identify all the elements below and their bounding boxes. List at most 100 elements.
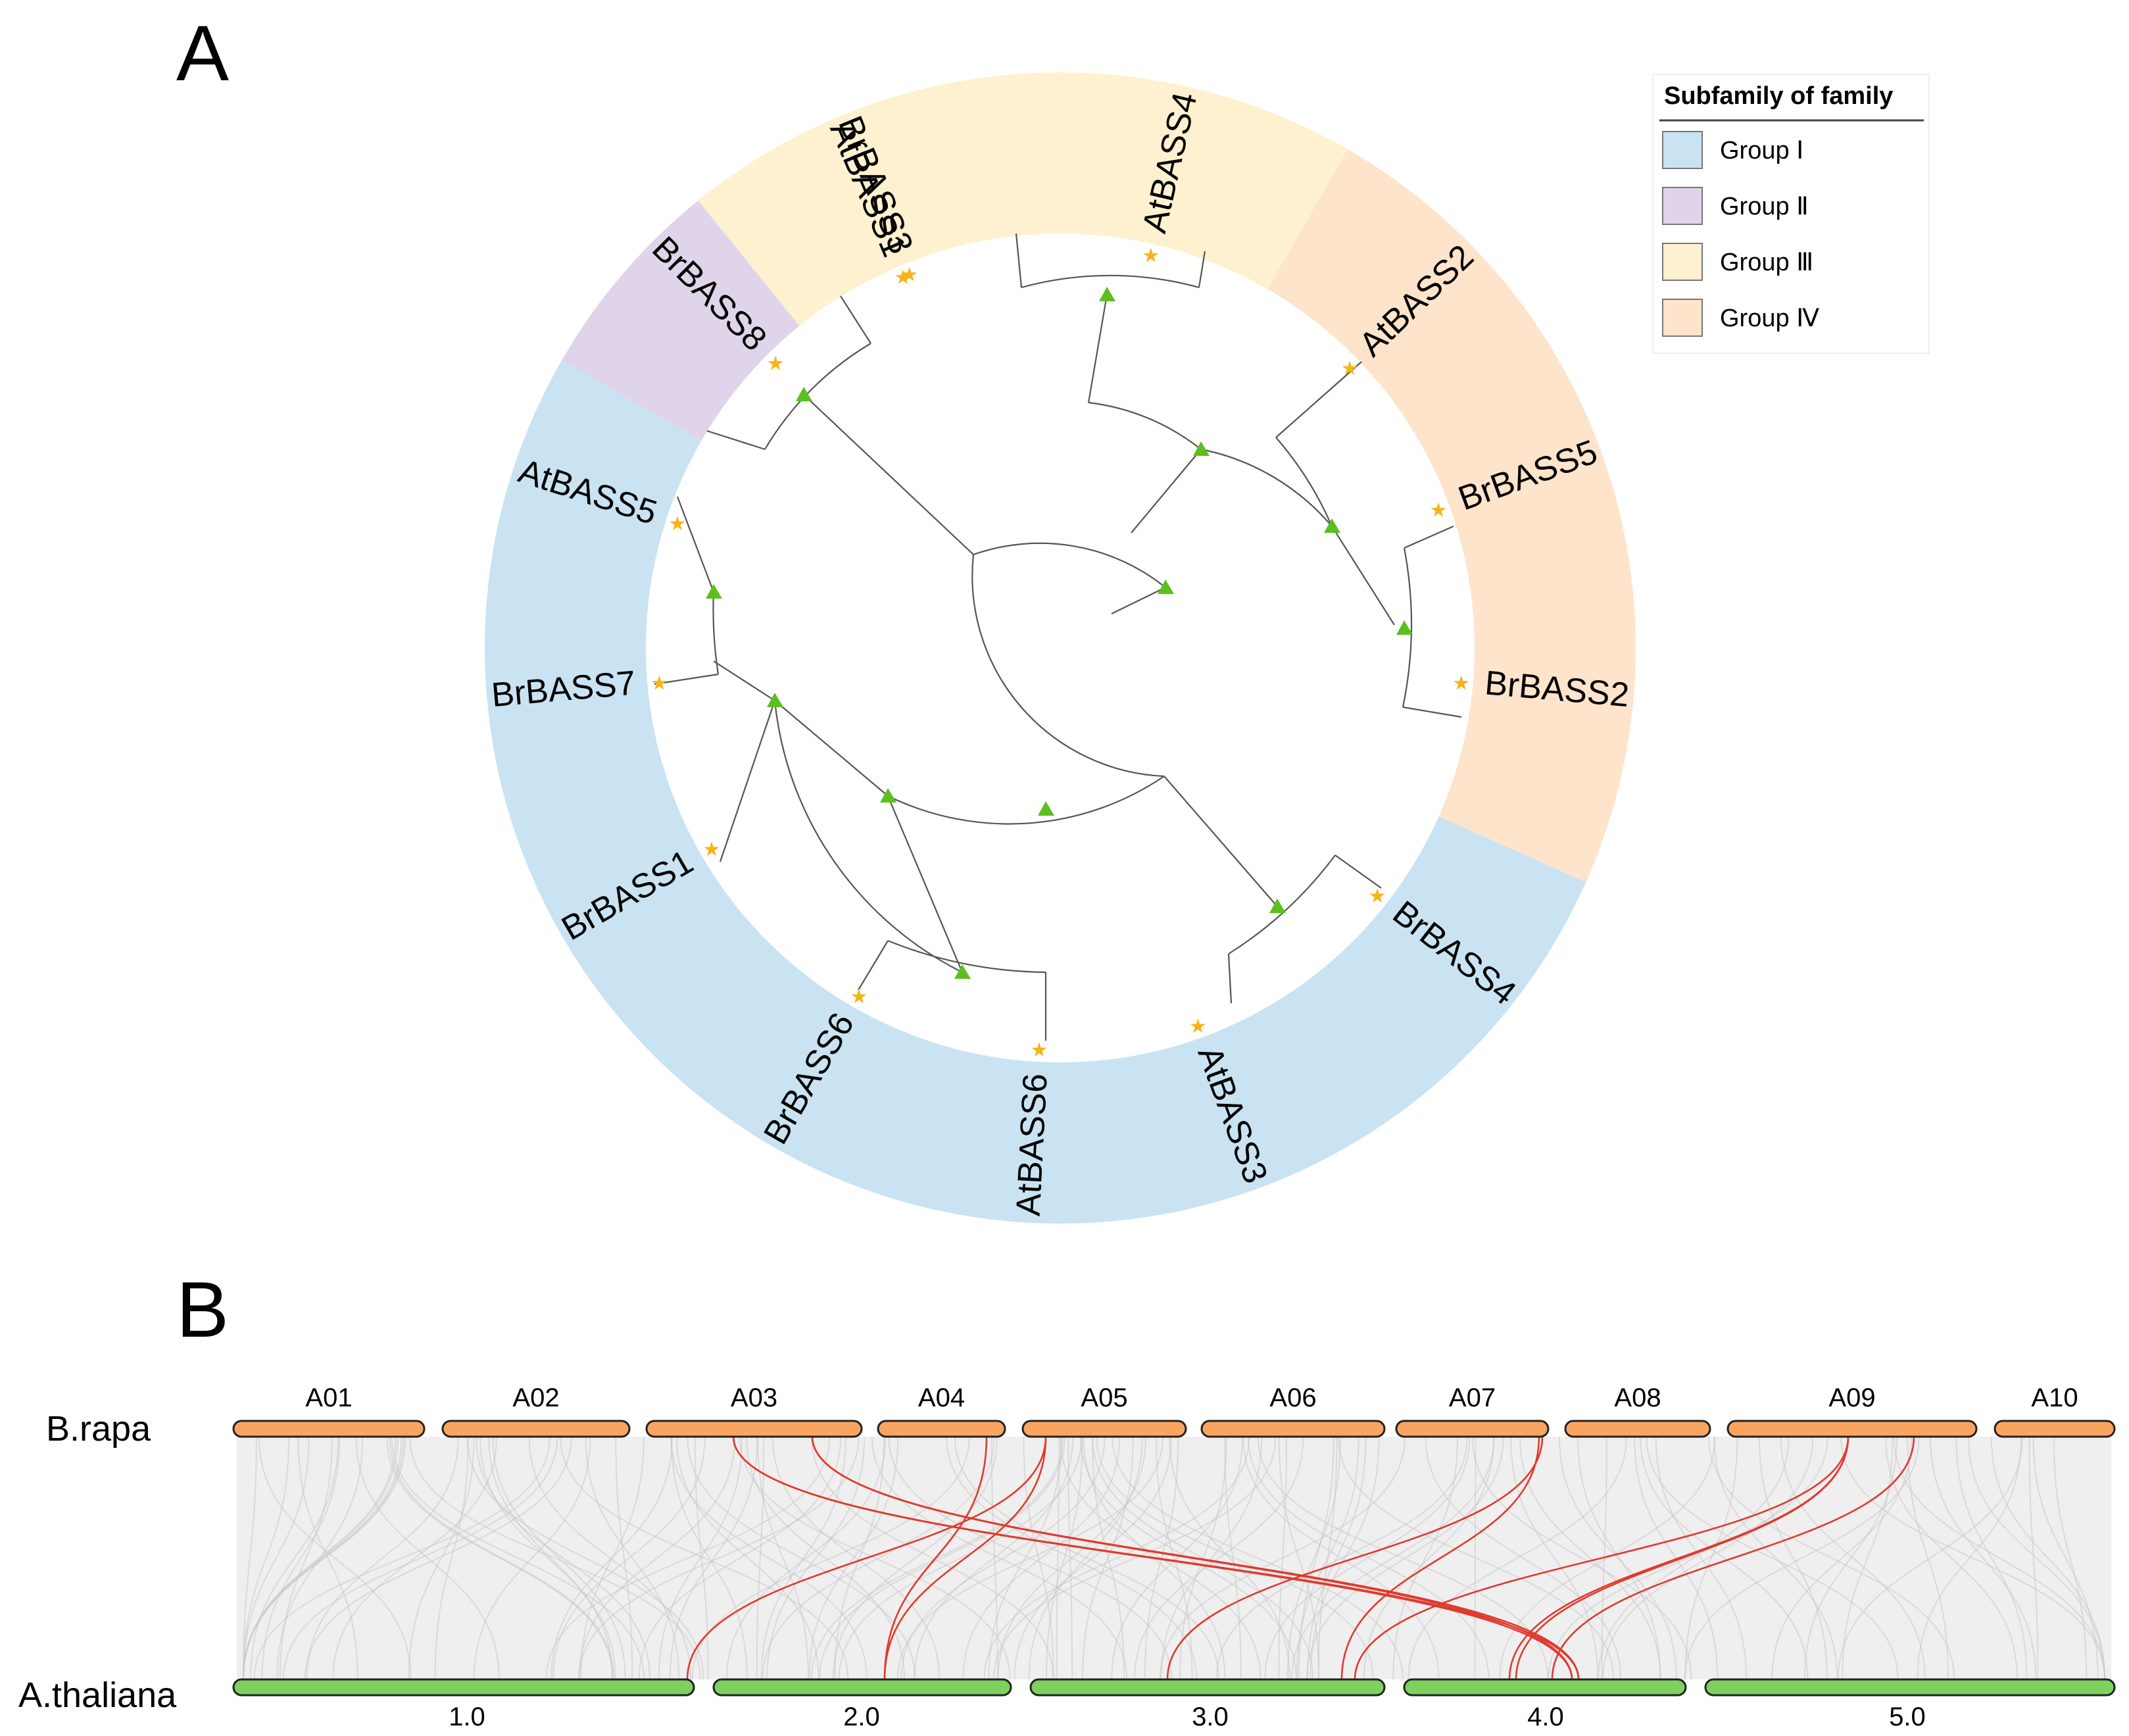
bass-link xyxy=(732,1436,1580,1680)
tree-node xyxy=(1396,620,1413,635)
leaf-marker: ★ xyxy=(650,672,668,694)
chromosome-at4 xyxy=(1403,1678,1687,1697)
tree-node xyxy=(767,693,783,707)
branch-group1c xyxy=(887,795,964,973)
leaf-marker: ★ xyxy=(1369,885,1386,907)
synteny-link xyxy=(1242,1436,1440,1680)
branch-group1-arc xyxy=(887,776,1165,825)
branch-atbass2 xyxy=(1275,361,1362,438)
synteny-link xyxy=(1885,1436,2018,1680)
synteny-link xyxy=(243,1436,406,1680)
synteny-link xyxy=(1758,1436,1828,1680)
chromosome-a09 xyxy=(1726,1420,1978,1438)
synteny-link xyxy=(1014,1436,1172,1680)
branch-group1b xyxy=(774,700,889,797)
chromosome-label: 4.0 xyxy=(1527,1702,1564,1731)
bass-link xyxy=(811,1436,1580,1680)
panel-a-letter: A xyxy=(176,9,229,97)
synteny-link xyxy=(560,1436,849,1680)
branch-group3-arc xyxy=(1021,274,1200,289)
synteny-link xyxy=(900,1436,1106,1680)
panel-b: B B.rapa A.thaliana A01 A02 A03 A04 A05 A06 A0… xyxy=(18,1266,2116,1731)
chromosome-label: A01 xyxy=(305,1383,352,1412)
chromosome-a02 xyxy=(441,1420,631,1438)
legend-swatch xyxy=(1662,243,1703,281)
legend-swatch xyxy=(1662,299,1703,337)
branch-group1b-arc xyxy=(773,700,963,973)
branch-atbass5 xyxy=(676,496,715,593)
synteny-link xyxy=(306,1436,459,1680)
synteny-link xyxy=(760,1436,846,1680)
bass-link xyxy=(883,1436,988,1680)
synteny-link xyxy=(1990,1436,2105,1680)
synteny-link xyxy=(1056,1436,1060,1680)
chromosome-at2 xyxy=(712,1678,1012,1697)
synteny-link xyxy=(297,1436,358,1680)
branch-group4-arc xyxy=(1275,437,1333,527)
synteny-link xyxy=(243,1436,290,1680)
leaf-marker: ★ xyxy=(669,513,687,535)
synteny-link xyxy=(1112,1436,1404,1680)
synteny-link xyxy=(1634,1436,1719,1680)
synteny-link xyxy=(1298,1436,1334,1680)
branch-atbass4 xyxy=(1198,251,1206,288)
leaf-marker: ★ xyxy=(1430,500,1448,522)
background-synteny-links xyxy=(237,1436,2111,1680)
synteny-link xyxy=(1306,1436,1504,1680)
legend-label: Group Ⅳ xyxy=(1720,305,1819,332)
synteny-link xyxy=(1917,1436,2022,1680)
legend-title: Subfamily of family xyxy=(1664,82,1893,110)
synteny-link xyxy=(838,1436,1083,1680)
branch-brbass7 xyxy=(654,673,719,685)
chromosome-label: A10 xyxy=(2031,1383,2078,1412)
branch-atbass3 xyxy=(1227,953,1233,1004)
synteny-link xyxy=(473,1436,591,1680)
branch-group1d xyxy=(713,660,775,701)
chromosome-label: A06 xyxy=(1269,1383,1316,1412)
branch-brbass3 xyxy=(1015,233,1023,288)
synteny-link xyxy=(1837,1436,2023,1680)
bass-link xyxy=(1551,1436,1915,1680)
synteny-link xyxy=(1286,1436,1342,1680)
synteny-link xyxy=(1510,1436,1599,1680)
branch-group34 xyxy=(1131,449,1202,533)
synteny-link xyxy=(492,1436,626,1680)
synteny-link xyxy=(1684,1436,1738,1680)
synteny-link xyxy=(1045,1436,1083,1680)
bass-link xyxy=(1508,1436,1849,1680)
synteny-link xyxy=(1713,1436,1838,1680)
synteny-link xyxy=(578,1436,736,1680)
synteny-link xyxy=(1771,1436,1913,1680)
synteny-link xyxy=(1264,1436,1471,1680)
synteny-link xyxy=(1930,1436,2037,1680)
branch-brbass2 xyxy=(1402,706,1462,718)
chromosome-a07 xyxy=(1395,1420,1550,1438)
synteny-link xyxy=(1028,1436,1143,1680)
branch-group3 xyxy=(1087,294,1108,403)
synteny-link xyxy=(1023,1436,1054,1680)
brapa-chromosomes: A01 A02 A03 A04 A05 A06 A07 A08 A09 A10 xyxy=(232,1383,2116,1438)
tree-node xyxy=(1193,441,1210,456)
legend-swatch xyxy=(1662,131,1703,169)
branch-root xyxy=(1111,587,1166,614)
tree-node xyxy=(880,788,896,803)
leaf-marker: ★ xyxy=(900,264,918,286)
chromosome-a01 xyxy=(232,1420,426,1438)
chromosome-label: 5.0 xyxy=(1889,1702,1926,1731)
synteny-link xyxy=(258,1436,412,1680)
synteny-link xyxy=(811,1436,1054,1680)
synteny-link xyxy=(279,1436,333,1680)
synteny-link xyxy=(389,1436,615,1680)
synteny-link xyxy=(1708,1436,1955,1680)
synteny-link xyxy=(386,1436,614,1680)
branch-atbass1 xyxy=(840,295,871,344)
branch-brbass6 xyxy=(858,940,889,991)
chromosome-label: A02 xyxy=(512,1383,559,1412)
synteny-link xyxy=(391,1436,645,1680)
chromosome-label: 2.0 xyxy=(843,1702,880,1731)
synteny-link xyxy=(1134,1436,1304,1680)
synteny-link xyxy=(1803,1436,1897,1680)
synteny-link xyxy=(434,1436,469,1680)
leaf-marker: ★ xyxy=(850,986,868,1008)
synteny-link xyxy=(2032,1436,2099,1680)
